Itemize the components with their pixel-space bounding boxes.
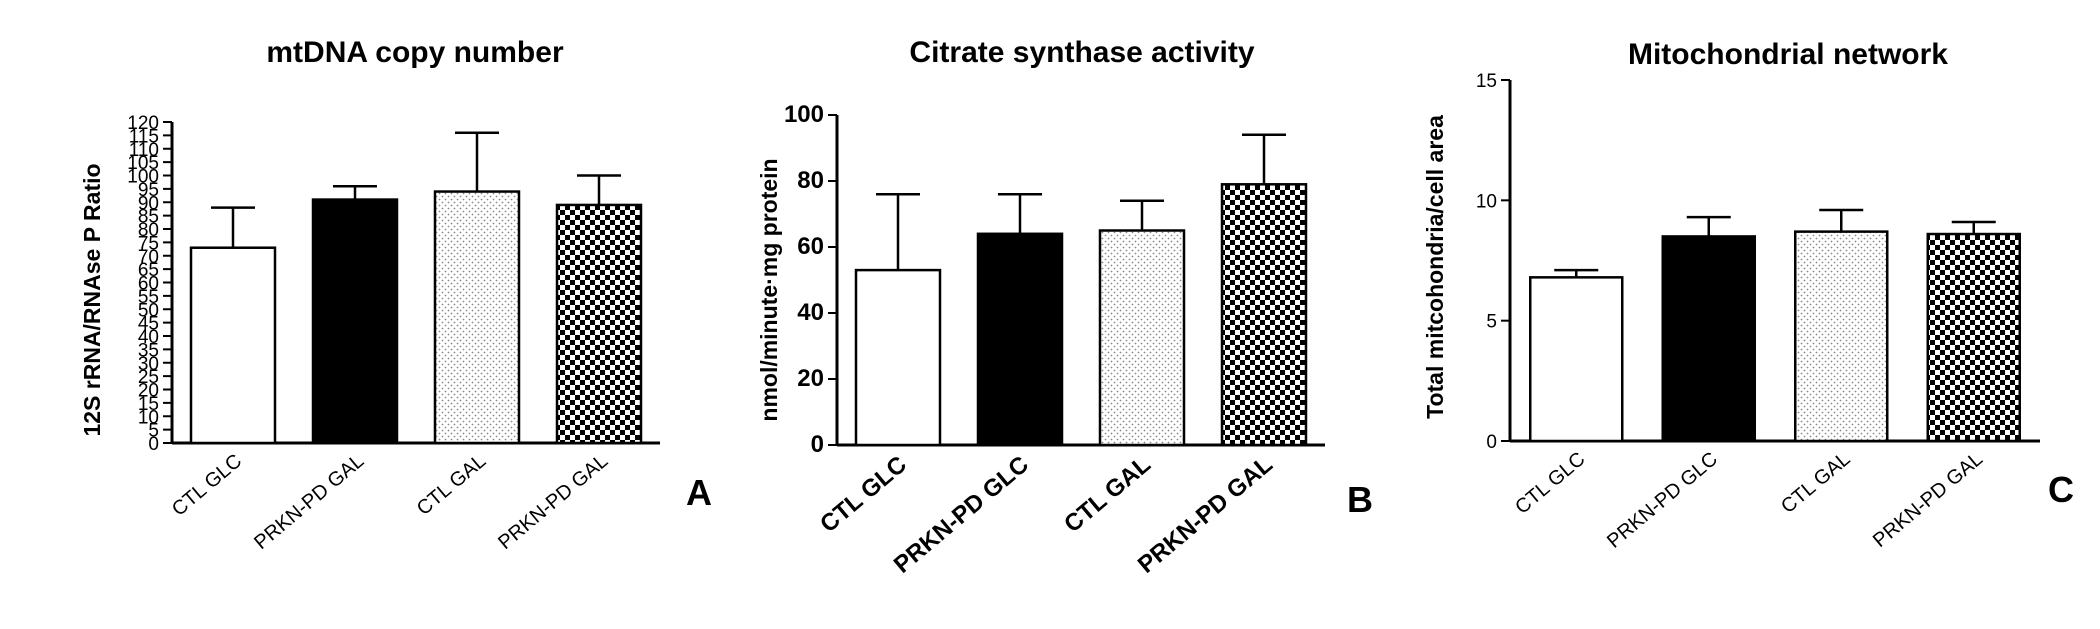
y-tick-label: 75	[138, 233, 159, 254]
bar	[1794, 230, 1889, 443]
panel-letter: B	[1347, 479, 1373, 520]
y-tick-label: 30	[138, 354, 159, 375]
x-tick-label: CTL GAL	[1777, 448, 1854, 518]
bar	[189, 246, 277, 445]
y-tick-label: 80	[138, 220, 159, 241]
y-tick-label: 25	[138, 367, 159, 388]
bar	[1661, 235, 1756, 443]
y-axis-label: nmol/minute·mg protein	[756, 158, 782, 421]
y-axis-label: 12S rRNA/RNAse P Ratio	[79, 163, 105, 436]
bar	[1529, 276, 1624, 443]
x-tick-label: PRKN-PD GAL	[1869, 448, 1987, 552]
chart-title: Mitochondrial network	[1628, 38, 1948, 71]
panel-letter: A	[686, 472, 712, 513]
x-tick-label: CTL GAL	[413, 450, 490, 520]
y-tick-label: 80	[797, 167, 824, 194]
y-tick-label: 15	[138, 394, 159, 415]
y-axis-label: Total mitcohondria/cell area	[1422, 115, 1448, 419]
bar	[1926, 232, 2021, 443]
bar	[1098, 229, 1186, 447]
y-tick-label: 100	[784, 101, 824, 128]
y-tick-label: 85	[138, 207, 159, 228]
bar	[976, 232, 1064, 447]
panel-c: Mitochondrial network Total mitcohondria…	[1422, 38, 2074, 553]
x-tick-label: CTL GLC	[815, 451, 912, 538]
y-tick-label: 20	[797, 365, 824, 392]
x-tick-label: CTL GLC	[1511, 448, 1589, 519]
x-tick-label: PRKN-PD GAL	[250, 450, 368, 554]
y-tick-label: 55	[138, 287, 159, 308]
y-tick-label: 40	[797, 299, 824, 326]
x-tick-label: PRKN-PD GAL	[494, 450, 612, 554]
bar	[854, 268, 942, 447]
y-tick-label: 105	[127, 153, 159, 174]
y-tick-label: 40	[138, 327, 159, 348]
y-tick-label: 5	[1486, 312, 1497, 333]
y-tick-label: 45	[138, 314, 159, 335]
chart-title: Citrate synthase activity	[909, 36, 1254, 69]
y-tick-label: 20	[138, 381, 159, 402]
y-tick-label: 15	[1476, 71, 1497, 92]
bar	[555, 203, 643, 445]
chart-title: mtDNA copy number	[266, 36, 564, 69]
y-tick-label: 95	[138, 180, 159, 201]
y-tick-label: 10	[138, 407, 159, 428]
y-tick-label: 100	[127, 167, 159, 188]
y-tick-label: 50	[138, 300, 159, 321]
panel-letter: C	[2048, 469, 2074, 510]
y-tick-label: 110	[129, 140, 159, 161]
y-tick-label: 0	[148, 434, 159, 455]
y-tick-label: 0	[811, 431, 824, 458]
bar	[311, 198, 399, 445]
y-tick-label: 115	[129, 126, 159, 147]
bar	[1220, 183, 1308, 447]
panel-a: mtDNA copy number 12S rRNA/RNAse P Ratio…	[79, 36, 712, 554]
bar	[433, 190, 521, 445]
y-tick-label: 90	[138, 193, 159, 214]
x-tick-label: CTL GAL	[1059, 451, 1156, 538]
y-tick-label: 35	[138, 340, 159, 361]
y-tick-label: 5	[148, 421, 159, 442]
x-tick-label: PRKN-PD GLC	[1603, 448, 1722, 553]
y-tick-label: 120	[127, 113, 159, 134]
chart-c-plot: 0 5 10 15 CTL GLC PRKN-PD GLC CTL GAL PRKN-PD G…	[1476, 71, 2040, 553]
panel-b: Citrate synthase activity nmol/minute·mg…	[756, 36, 1373, 579]
y-tick-label: 65	[138, 260, 159, 281]
y-tick-label: 10	[1476, 191, 1497, 212]
y-tick-label: 60	[138, 274, 159, 295]
y-tick-label: 60	[797, 233, 824, 260]
y-tick-label: 70	[138, 247, 159, 268]
chart-a-plot: 0510152025303540455055606570758085909510…	[127, 113, 660, 554]
x-tick-label: CTL GLC	[168, 450, 246, 521]
y-tick-label: 0	[1486, 432, 1497, 453]
